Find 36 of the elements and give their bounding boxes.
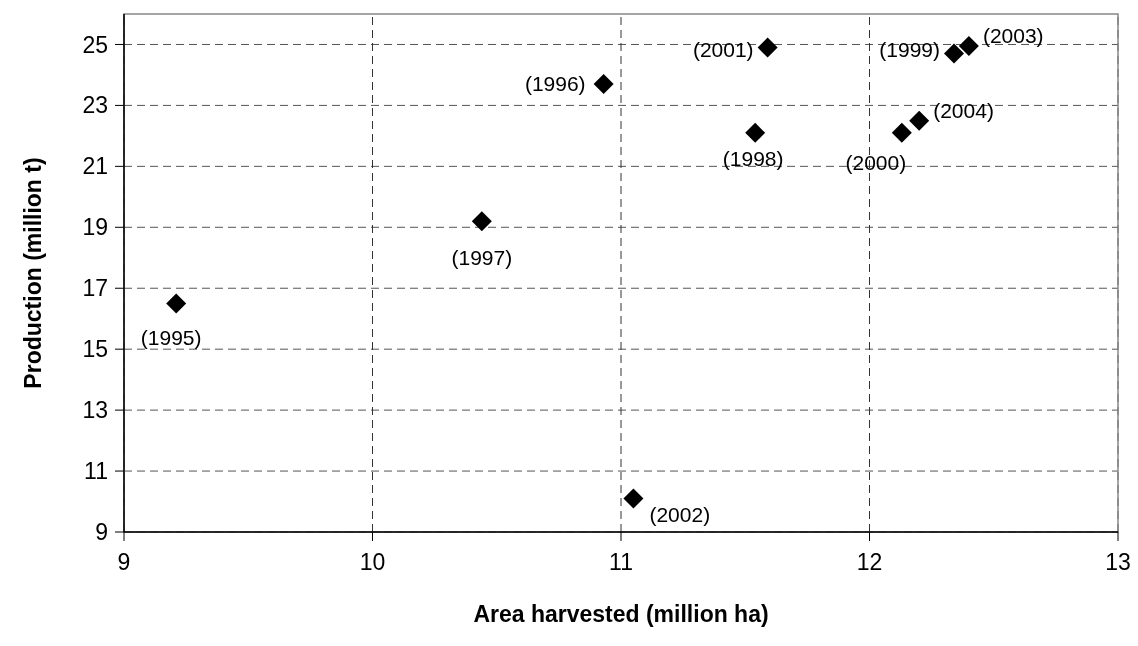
point bbox=[623, 488, 644, 509]
y-tick-label: 17 bbox=[82, 275, 108, 302]
x-tick-label: 9 bbox=[117, 549, 131, 576]
x-axis-title: Area harvested (million ha) bbox=[473, 601, 769, 627]
x-tick-label: 13 bbox=[1105, 549, 1131, 576]
annotation: (1996) bbox=[524, 72, 586, 96]
annotation: (2003) bbox=[982, 24, 1044, 48]
annotation: (1995) bbox=[140, 325, 202, 349]
annotation: (2000) bbox=[845, 151, 907, 175]
y-tick-label: 13 bbox=[82, 397, 108, 424]
point bbox=[943, 43, 964, 64]
annotation: (2001) bbox=[692, 37, 754, 61]
x-tick-label: 10 bbox=[359, 549, 386, 576]
annotation: (2002) bbox=[649, 502, 711, 526]
point bbox=[593, 74, 614, 95]
point bbox=[745, 122, 766, 143]
y-tick-label: 25 bbox=[82, 31, 108, 58]
point bbox=[471, 211, 492, 232]
annotation: (2004) bbox=[933, 99, 994, 122]
y-tick-label: 19 bbox=[82, 214, 108, 241]
y-axis-title: Production (million t) bbox=[20, 157, 47, 389]
x-tick-label: 11 bbox=[609, 549, 633, 576]
x-tick-label: 12 bbox=[856, 549, 883, 576]
y-tick-label: 15 bbox=[82, 336, 108, 363]
point bbox=[891, 122, 912, 143]
annotation: (1998) bbox=[722, 147, 784, 171]
annotation: (1999) bbox=[879, 37, 940, 61]
annotation: (1997) bbox=[451, 245, 513, 269]
y-tick-label: 9 bbox=[95, 519, 108, 546]
point bbox=[958, 35, 979, 56]
y-tick-label: 21 bbox=[82, 153, 108, 180]
point bbox=[909, 110, 930, 131]
point bbox=[757, 37, 778, 58]
y-tick-label: 11 bbox=[84, 458, 108, 485]
point bbox=[166, 293, 187, 314]
y-tick-label: 23 bbox=[82, 92, 108, 119]
